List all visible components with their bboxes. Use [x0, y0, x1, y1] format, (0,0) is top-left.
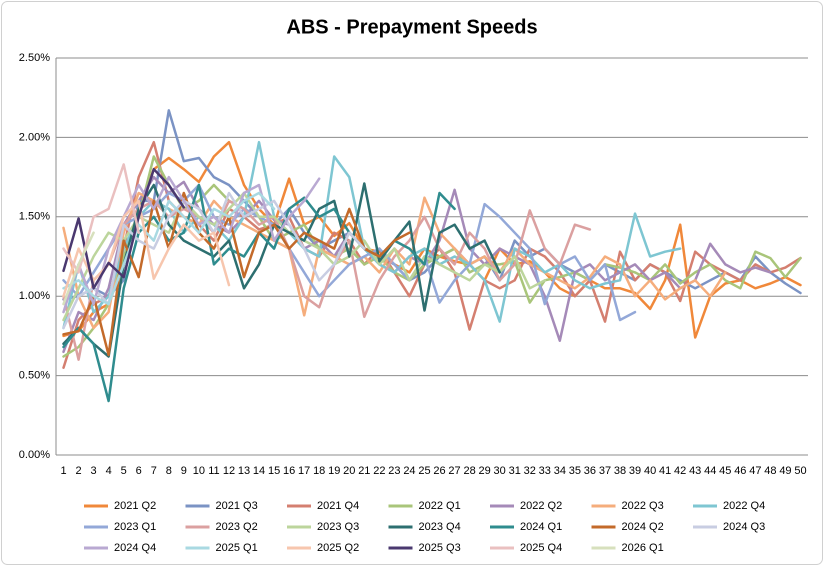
x-tick-label: 24 — [403, 465, 415, 477]
series-line — [62, 175, 321, 314]
legend-label: 2021 Q3 — [216, 500, 258, 512]
x-tick-label: 50 — [794, 465, 806, 477]
x-tick-label: 34 — [554, 465, 566, 477]
x-tick-label: 38 — [614, 465, 626, 477]
y-tick-label: 1.00% — [19, 290, 50, 302]
x-tick-label: 35 — [569, 465, 581, 477]
x-tick-label: 16 — [283, 465, 295, 477]
legend-label: 2024 Q4 — [114, 542, 156, 554]
x-tick-label: 8 — [166, 465, 172, 477]
series-line — [62, 191, 276, 306]
legend-label: 2023 Q2 — [216, 521, 258, 533]
x-tick-label: 9 — [181, 465, 187, 477]
x-tick-label: 17 — [298, 465, 310, 477]
legend-label: 2023 Q3 — [317, 521, 359, 533]
x-tick-label: 4 — [106, 465, 112, 477]
y-tick-label: 2.50% — [19, 52, 50, 64]
x-tick-label: 26 — [433, 465, 445, 477]
y-tick-label: 1.50% — [19, 211, 50, 223]
x-tick-label: 46 — [734, 465, 746, 477]
series-line — [62, 231, 95, 306]
x-tick-label: 6 — [136, 465, 142, 477]
legend-label: 2025 Q3 — [419, 542, 461, 554]
x-tick-label: 48 — [764, 465, 776, 477]
x-tick-label: 20 — [343, 465, 355, 477]
legend-label: 2022 Q3 — [622, 500, 664, 512]
x-tick-label: 33 — [539, 465, 551, 477]
x-tick-label: 42 — [674, 465, 686, 477]
y-tick-label: 2.00% — [19, 131, 50, 143]
x-tick-label: 43 — [689, 465, 701, 477]
legend-label: 2023 Q4 — [419, 521, 461, 533]
x-tick-label: 44 — [704, 465, 716, 477]
x-tick-label: 23 — [388, 465, 400, 477]
legend-label: 2025 Q1 — [216, 542, 258, 554]
x-tick-label: 1 — [60, 465, 66, 477]
x-tick-label: 10 — [193, 465, 205, 477]
x-tick-label: 7 — [151, 465, 157, 477]
legend-label: 2023 Q1 — [114, 521, 156, 533]
x-tick-label: 2 — [75, 465, 81, 477]
legend-label: 2026 Q1 — [622, 542, 664, 554]
x-tick-label: 3 — [91, 465, 97, 477]
x-tick-label: 5 — [121, 465, 127, 477]
chart-title: ABS - Prepayment Speeds — [286, 16, 537, 38]
legend-label: 2022 Q2 — [520, 500, 562, 512]
x-tick-label: 32 — [524, 465, 536, 477]
x-tick-label: 47 — [749, 465, 761, 477]
x-tick-label: 37 — [599, 465, 611, 477]
x-tick-label: 25 — [418, 465, 430, 477]
legend-label: 2024 Q3 — [723, 521, 765, 533]
x-tick-label: 27 — [448, 465, 460, 477]
x-tick-label: 40 — [644, 465, 656, 477]
x-tick-label: 45 — [719, 465, 731, 477]
series-line — [62, 183, 637, 322]
y-tick-label: 0.00% — [19, 449, 50, 461]
x-tick-label: 11 — [208, 465, 219, 477]
x-tick-label: 13 — [238, 465, 250, 477]
legend-label: 2021 Q4 — [317, 500, 359, 512]
x-tick-label: 18 — [313, 465, 325, 477]
legend-label: 2025 Q2 — [317, 542, 359, 554]
x-tick-label: 12 — [223, 465, 235, 477]
legend-label: 2022 Q1 — [419, 500, 461, 512]
series-line — [62, 167, 186, 290]
x-tick-label: 19 — [328, 465, 340, 477]
legend-label: 2025 Q4 — [520, 542, 562, 554]
legend-label: 2024 Q1 — [520, 521, 562, 533]
x-tick-label: 41 — [659, 465, 671, 477]
x-tick-label: 30 — [494, 465, 506, 477]
series-line — [62, 191, 411, 357]
series-line — [62, 199, 592, 361]
x-tick-label: 36 — [584, 465, 596, 477]
x-tick-label: 31 — [509, 465, 521, 477]
x-tick-label: 39 — [629, 465, 641, 477]
x-tick-label: 49 — [779, 465, 791, 477]
legend-label: 2022 Q4 — [723, 500, 765, 512]
x-tick-label: 15 — [268, 465, 280, 477]
x-tick-label: 29 — [479, 465, 491, 477]
x-tick-label: 14 — [253, 465, 265, 477]
x-tick-label: 21 — [358, 465, 370, 477]
x-tick-label: 22 — [373, 465, 385, 477]
y-tick-label: 0.50% — [19, 370, 50, 382]
x-tick-label: 28 — [463, 465, 475, 477]
legend-label: 2021 Q2 — [114, 500, 156, 512]
legend-label: 2024 Q2 — [622, 521, 664, 533]
